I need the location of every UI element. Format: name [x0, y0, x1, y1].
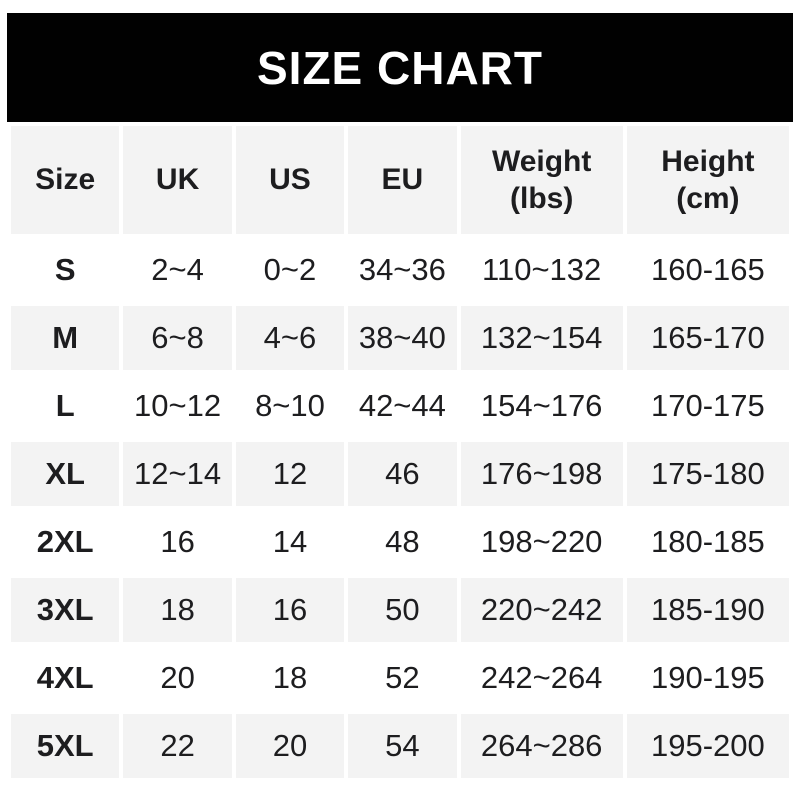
cell-size: L [11, 374, 120, 438]
cell-weight: 132~154 [460, 306, 623, 370]
cell-weight: 220~242 [460, 578, 623, 642]
chart-title: SIZE CHART [257, 41, 543, 94]
cell-eu: 42~44 [348, 374, 457, 438]
cell-uk: 2~4 [123, 238, 232, 302]
cell-us: 16 [235, 578, 345, 642]
cell-size: XL [11, 442, 120, 506]
cell-weight: 198~220 [460, 510, 623, 574]
size-table: Size UK US EU Weight (lbs) Height (cm) S… [7, 122, 793, 782]
cell-uk: 22 [123, 714, 232, 778]
cell-weight: 264~286 [460, 714, 623, 778]
cell-uk: 10~12 [123, 374, 232, 438]
cell-uk: 18 [123, 578, 232, 642]
cell-eu: 54 [348, 714, 457, 778]
table-row-m: M 6~8 4~6 38~40 132~154 165-170 [11, 306, 789, 370]
table-row-s: S 2~4 0~2 34~36 110~132 160-165 [11, 238, 789, 302]
cell-size: S [11, 238, 120, 302]
cell-weight: 242~264 [460, 646, 623, 710]
cell-eu: 50 [348, 578, 457, 642]
table-row-4xl: 4XL 20 18 52 242~264 190-195 [11, 646, 789, 710]
cell-size: 5XL [11, 714, 120, 778]
cell-size: 4XL [11, 646, 120, 710]
cell-us: 4~6 [235, 306, 345, 370]
cell-us: 14 [235, 510, 345, 574]
cell-height: 175-180 [626, 442, 789, 506]
cell-height: 170-175 [626, 374, 789, 438]
column-header-weight: Weight (lbs) [460, 126, 623, 234]
cell-uk: 12~14 [123, 442, 232, 506]
header-row: Size UK US EU Weight (lbs) Height (cm) [11, 126, 789, 234]
cell-us: 0~2 [235, 238, 345, 302]
table-row-3xl: 3XL 18 16 50 220~242 185-190 [11, 578, 789, 642]
cell-eu: 46 [348, 442, 457, 506]
table-row-5xl: 5XL 22 20 54 264~286 195-200 [11, 714, 789, 778]
table-row-2xl: 2XL 16 14 48 198~220 180-185 [11, 510, 789, 574]
cell-height: 160-165 [626, 238, 789, 302]
cell-height: 165-170 [626, 306, 789, 370]
cell-weight: 110~132 [460, 238, 623, 302]
cell-weight: 176~198 [460, 442, 623, 506]
cell-eu: 48 [348, 510, 457, 574]
column-header-uk: UK [123, 126, 232, 234]
cell-size: M [11, 306, 120, 370]
cell-weight: 154~176 [460, 374, 623, 438]
cell-uk: 16 [123, 510, 232, 574]
size-chart-banner: SIZE CHART [7, 13, 793, 122]
column-header-size: Size [11, 126, 120, 234]
cell-us: 12 [235, 442, 345, 506]
column-header-height: Height (cm) [626, 126, 789, 234]
cell-us: 18 [235, 646, 345, 710]
table-row-l: L 10~12 8~10 42~44 154~176 170-175 [11, 374, 789, 438]
cell-uk: 20 [123, 646, 232, 710]
cell-eu: 34~36 [348, 238, 457, 302]
cell-size: 2XL [11, 510, 120, 574]
cell-height: 190-195 [626, 646, 789, 710]
cell-uk: 6~8 [123, 306, 232, 370]
cell-us: 8~10 [235, 374, 345, 438]
cell-eu: 52 [348, 646, 457, 710]
cell-height: 185-190 [626, 578, 789, 642]
cell-height: 195-200 [626, 714, 789, 778]
column-header-us: US [235, 126, 345, 234]
cell-us: 20 [235, 714, 345, 778]
cell-size: 3XL [11, 578, 120, 642]
table-row-xl: XL 12~14 12 46 176~198 175-180 [11, 442, 789, 506]
column-header-eu: EU [348, 126, 457, 234]
cell-eu: 38~40 [348, 306, 457, 370]
cell-height: 180-185 [626, 510, 789, 574]
